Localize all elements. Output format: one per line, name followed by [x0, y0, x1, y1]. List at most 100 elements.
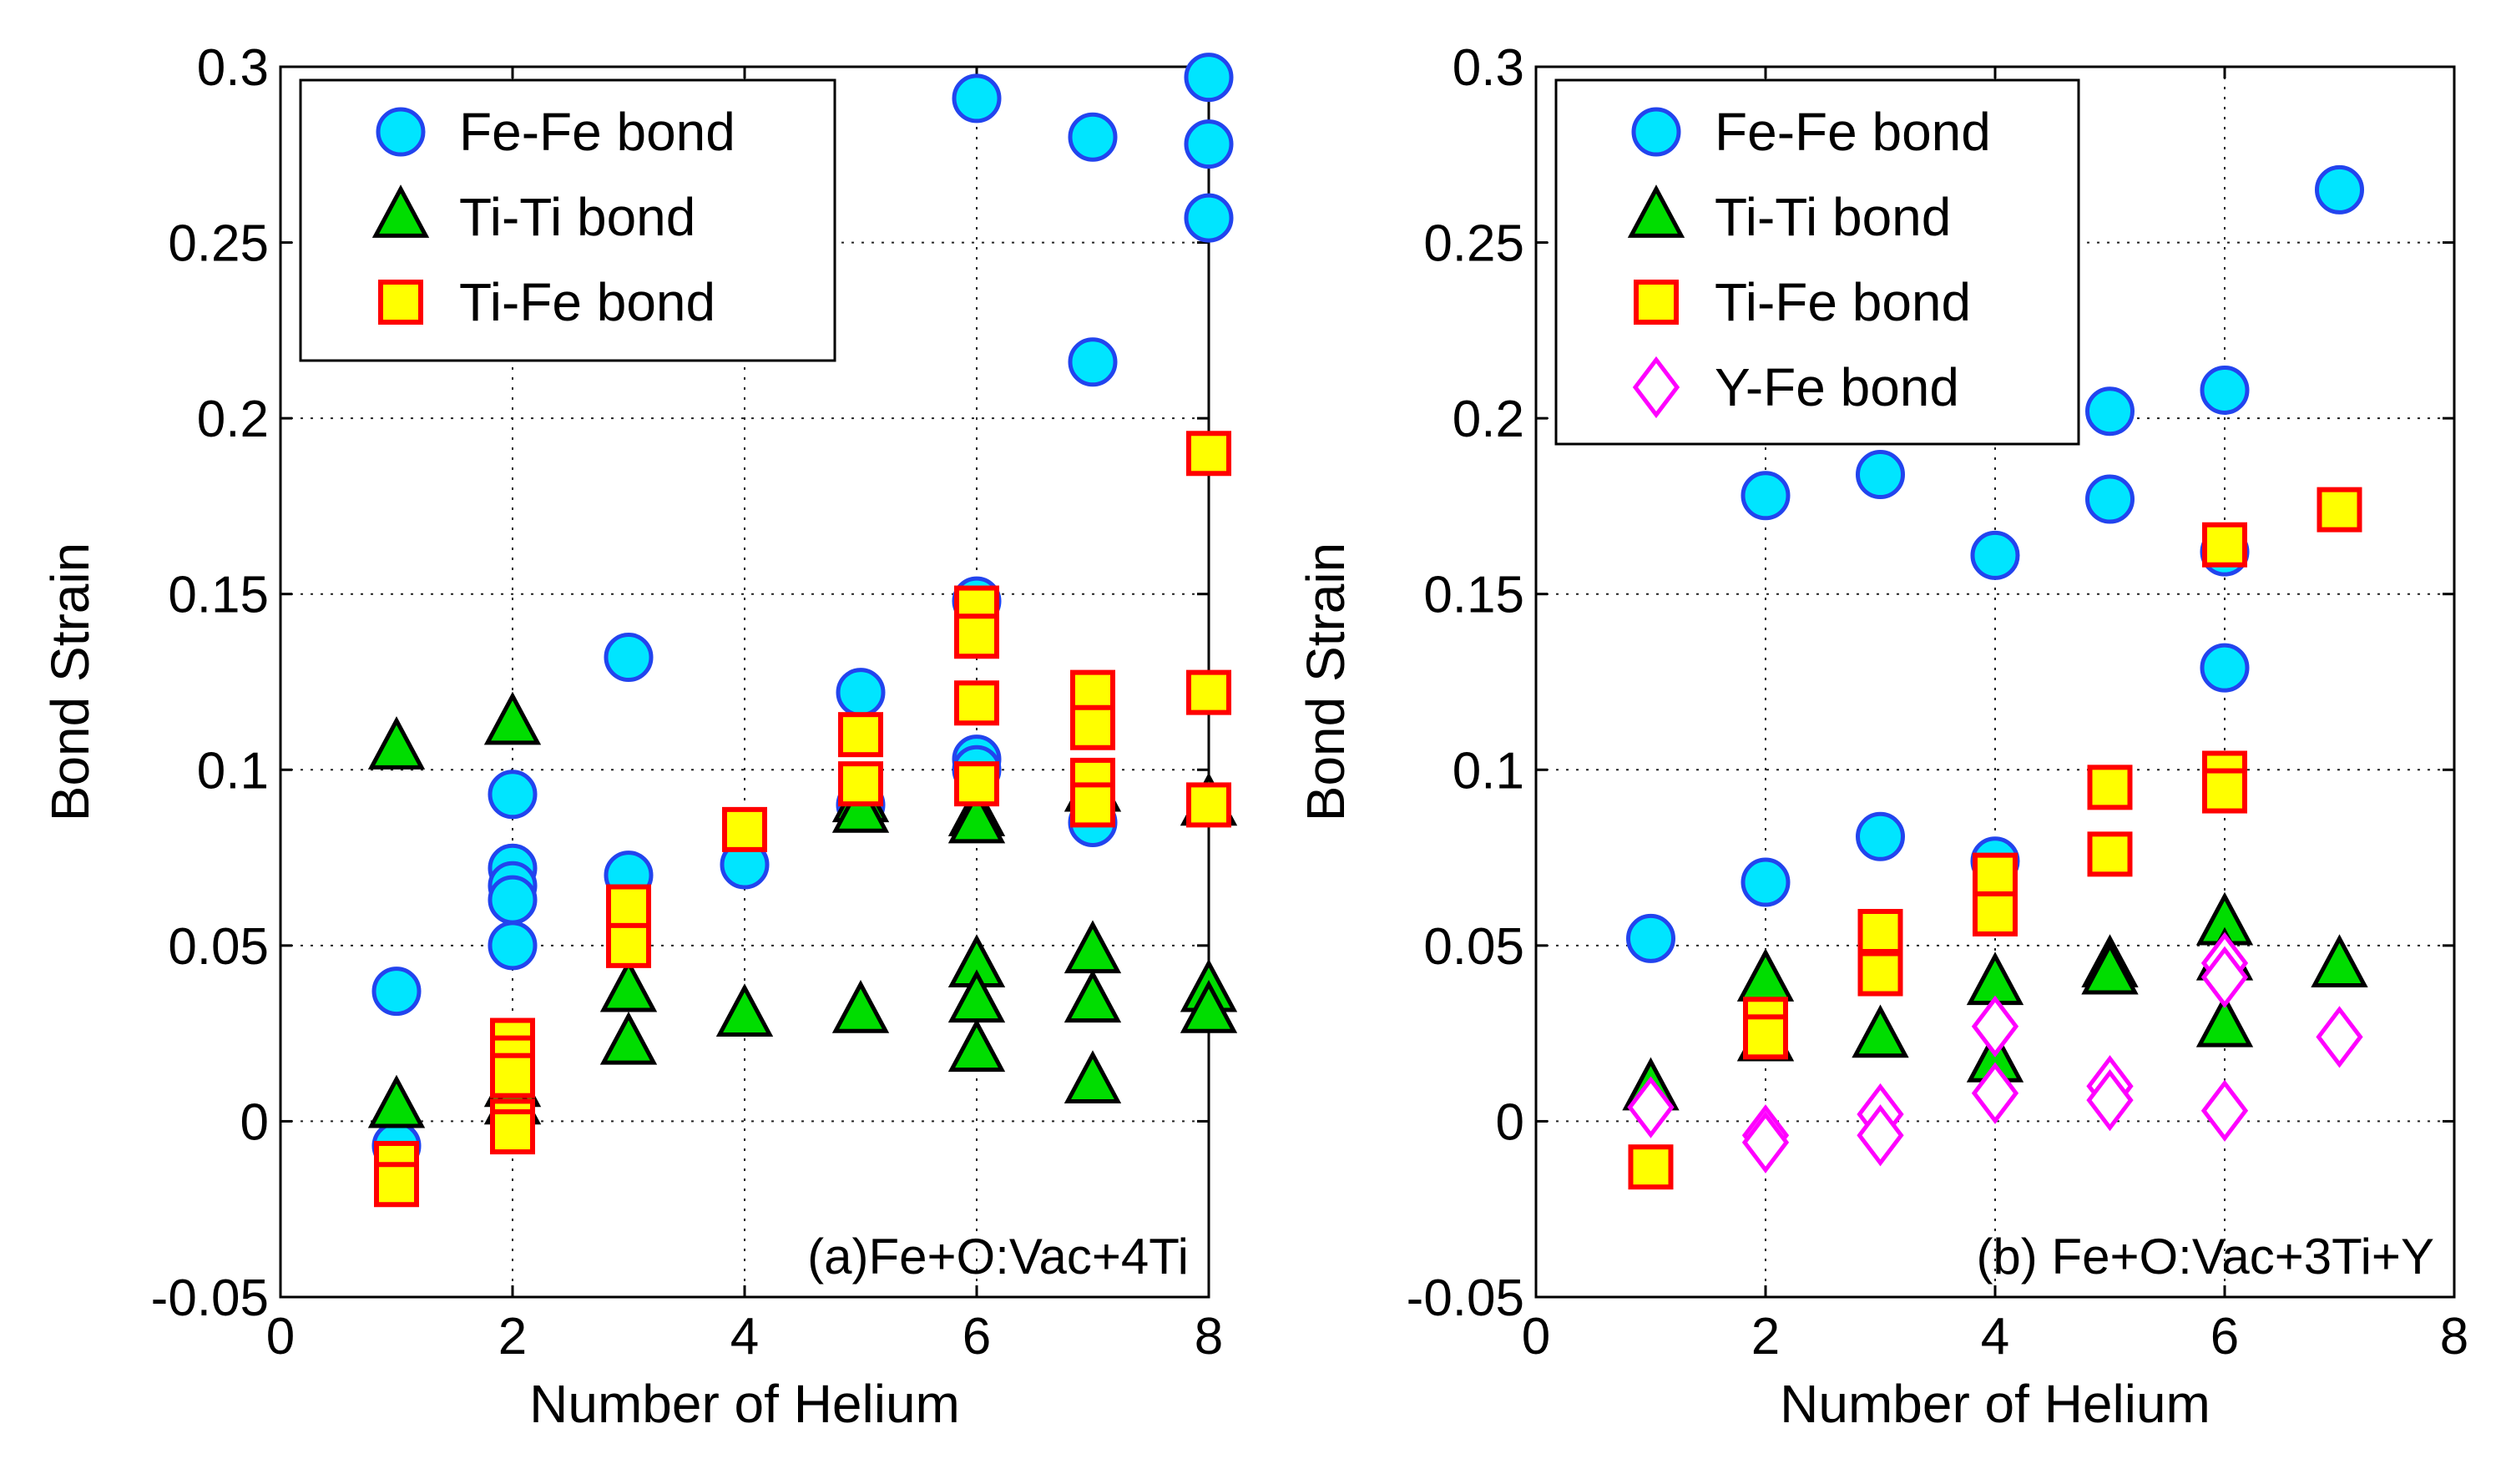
data-point: [604, 633, 654, 683]
y-tick-label: 0.05: [1423, 918, 1524, 976]
data-point: [1184, 193, 1234, 243]
data-point: [2315, 164, 2364, 215]
data-point: [1856, 450, 1905, 500]
data-point: [1973, 891, 2018, 936]
y-tick-label: 0.2: [1453, 391, 1524, 448]
data-point: [2087, 831, 2133, 877]
data-point: [1741, 471, 1791, 521]
data-point: [1852, 1004, 1909, 1058]
x-tick-label: 2: [498, 1308, 527, 1365]
data-point: [1064, 1050, 1122, 1104]
legend-label: Ti-Ti bond: [459, 187, 695, 247]
x-tick-label: 0: [1522, 1308, 1550, 1365]
panel-annotation: (a)Fe+O:Vac+4Ti: [807, 1229, 1189, 1285]
y-tick-label: 0: [1496, 1093, 1524, 1151]
data-layer: [1622, 164, 2368, 1190]
data-point: [2200, 1079, 2249, 1142]
data-point: [2200, 643, 2250, 693]
legend: Fe-Fe bond Ti-Ti bond Ti-Fe bond Y-Fe bond: [1554, 78, 2080, 446]
data-point: [606, 884, 651, 930]
data-point: [838, 712, 883, 758]
y-tick-label: 0.3: [197, 39, 269, 97]
legend-marker: [376, 107, 426, 157]
data-point: [1627, 1076, 1675, 1138]
x-tick-label: 4: [730, 1308, 759, 1365]
data-point: [947, 790, 1006, 844]
data-point: [483, 691, 542, 745]
series-y-fe-bond: [1627, 931, 2363, 1174]
data-point: [1971, 995, 2019, 1057]
data-point: [1068, 337, 1118, 387]
legend-label: Fe-Fe bond: [1715, 102, 1991, 162]
data-point: [599, 1011, 658, 1065]
data-point: [954, 613, 999, 659]
x-tick-label: 0: [266, 1308, 295, 1365]
data-point: [1070, 782, 1115, 828]
data-point: [1970, 530, 2020, 580]
data-point: [1186, 431, 1231, 477]
legend-label: Ti-Fe bond: [459, 272, 715, 332]
data-point: [1856, 811, 1905, 861]
data-point: [954, 761, 999, 807]
data-point: [1741, 857, 1791, 907]
data-layer: [367, 53, 1238, 1208]
data-point: [1857, 951, 1903, 997]
legend-marker: [378, 280, 423, 325]
data-point: [836, 668, 886, 718]
data-point: [599, 958, 658, 1012]
data-point: [1184, 53, 1234, 103]
data-point: [1973, 852, 2018, 898]
y-tick-label: 0.1: [197, 742, 269, 800]
data-point: [838, 761, 883, 807]
data-point: [1068, 112, 1118, 162]
data-point: [367, 1074, 426, 1128]
data-point: [1186, 669, 1231, 715]
data-point: [1064, 969, 1122, 1023]
y-tick-label: 0: [240, 1093, 269, 1151]
data-point: [831, 779, 890, 833]
y-tick-label: 0.15: [168, 567, 269, 624]
y-axis-label: Bond Strain: [1296, 543, 1356, 821]
legend-label: Ti-Fe bond: [1715, 272, 1971, 332]
data-point: [2086, 1069, 2134, 1132]
x-axis-label: Number of Helium: [529, 1374, 960, 1434]
data-point: [2081, 941, 2139, 995]
data-point: [490, 1109, 535, 1155]
y-tick-label: 0.2: [197, 391, 269, 448]
legend-label: Y-Fe bond: [1715, 357, 1959, 417]
data-point: [2202, 768, 2247, 814]
legend-marker: [1631, 107, 1681, 157]
legend-marker: [1627, 184, 1685, 238]
y-axis-label: Bond Strain: [40, 543, 100, 821]
data-point: [1186, 782, 1231, 828]
data-point: [367, 716, 426, 770]
legend-marker: [1632, 356, 1680, 419]
legend-marker: [1634, 280, 1679, 325]
data-point: [371, 967, 422, 1017]
y-tick-label: 0.1: [1453, 742, 1524, 800]
x-tick-label: 6: [2210, 1308, 2239, 1365]
data-point: [2085, 386, 2135, 437]
data-point: [954, 680, 999, 726]
data-point: [715, 983, 774, 1037]
series-ti-ti-bond: [1622, 891, 2368, 1111]
data-point: [2316, 1006, 2363, 1068]
panel-annotation: (b) Fe+O:Vac+3Ti+Y: [1976, 1229, 2434, 1285]
data-point: [2200, 365, 2250, 415]
data-point: [1070, 704, 1115, 750]
y-tick-label: 0.3: [1453, 39, 1524, 97]
y-tick-label: 0.15: [1423, 567, 1524, 624]
data-point: [722, 806, 767, 852]
data-point: [947, 1018, 1006, 1073]
data-point: [2087, 765, 2133, 810]
data-point: [488, 770, 538, 820]
y-tick-label: 0.25: [168, 215, 269, 273]
legend-label: Fe-Fe bond: [459, 102, 735, 162]
data-point: [488, 921, 538, 971]
legend-label: Ti-Ti bond: [1715, 187, 1951, 247]
legend-marker: [371, 184, 430, 238]
data-point: [2317, 487, 2362, 533]
data-point: [1743, 1014, 1788, 1060]
data-point: [488, 875, 538, 925]
